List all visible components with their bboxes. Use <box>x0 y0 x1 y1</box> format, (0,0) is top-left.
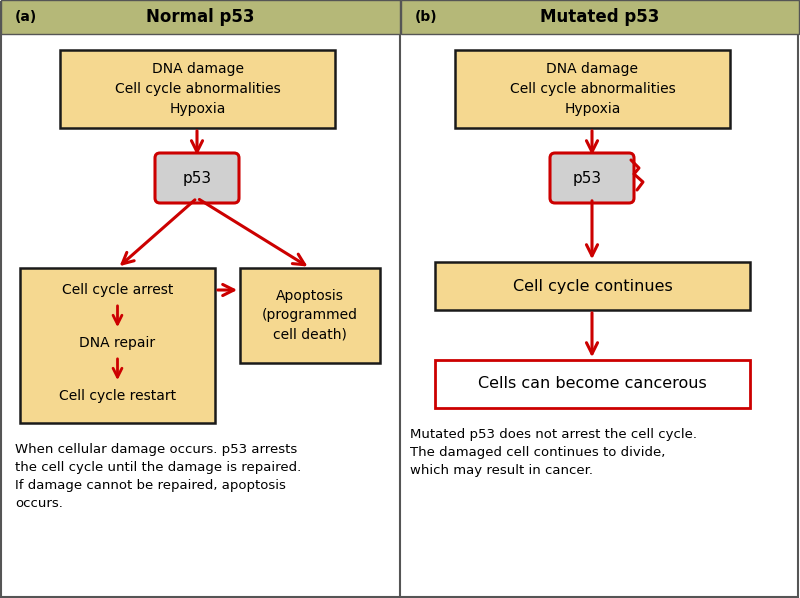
Text: DNA damage
Cell cycle abnormalities
Hypoxia: DNA damage Cell cycle abnormalities Hypo… <box>114 63 280 115</box>
Text: Cell cycle continues: Cell cycle continues <box>513 279 672 294</box>
FancyBboxPatch shape <box>550 153 634 203</box>
Text: Mutated p53: Mutated p53 <box>540 8 660 26</box>
Bar <box>240 268 380 363</box>
Text: Normal p53: Normal p53 <box>146 8 254 26</box>
Bar <box>435 360 750 408</box>
Text: DNA damage
Cell cycle abnormalities
Hypoxia: DNA damage Cell cycle abnormalities Hypo… <box>510 63 675 115</box>
FancyBboxPatch shape <box>155 153 239 203</box>
Text: Cell cycle restart: Cell cycle restart <box>59 389 176 403</box>
Text: Cell cycle arrest: Cell cycle arrest <box>62 283 173 297</box>
Bar <box>1 0 400 34</box>
Bar <box>60 50 335 128</box>
Bar <box>401 0 799 34</box>
Bar <box>435 262 750 310</box>
Bar <box>455 50 730 128</box>
Text: p53: p53 <box>182 170 211 185</box>
Text: When cellular damage occurs. p53 arrests
the cell cycle until the damage is repa: When cellular damage occurs. p53 arrests… <box>15 443 302 510</box>
Text: Mutated p53 does not arrest the cell cycle.
The damaged cell continues to divide: Mutated p53 does not arrest the cell cyc… <box>410 428 697 477</box>
Text: DNA repair: DNA repair <box>79 336 155 350</box>
Text: (b): (b) <box>415 10 438 24</box>
Text: p53: p53 <box>573 170 602 185</box>
Text: Cells can become cancerous: Cells can become cancerous <box>478 377 707 392</box>
Text: (a): (a) <box>15 10 38 24</box>
Bar <box>20 268 215 423</box>
Text: Apoptosis
(programmed
cell death): Apoptosis (programmed cell death) <box>262 289 358 342</box>
